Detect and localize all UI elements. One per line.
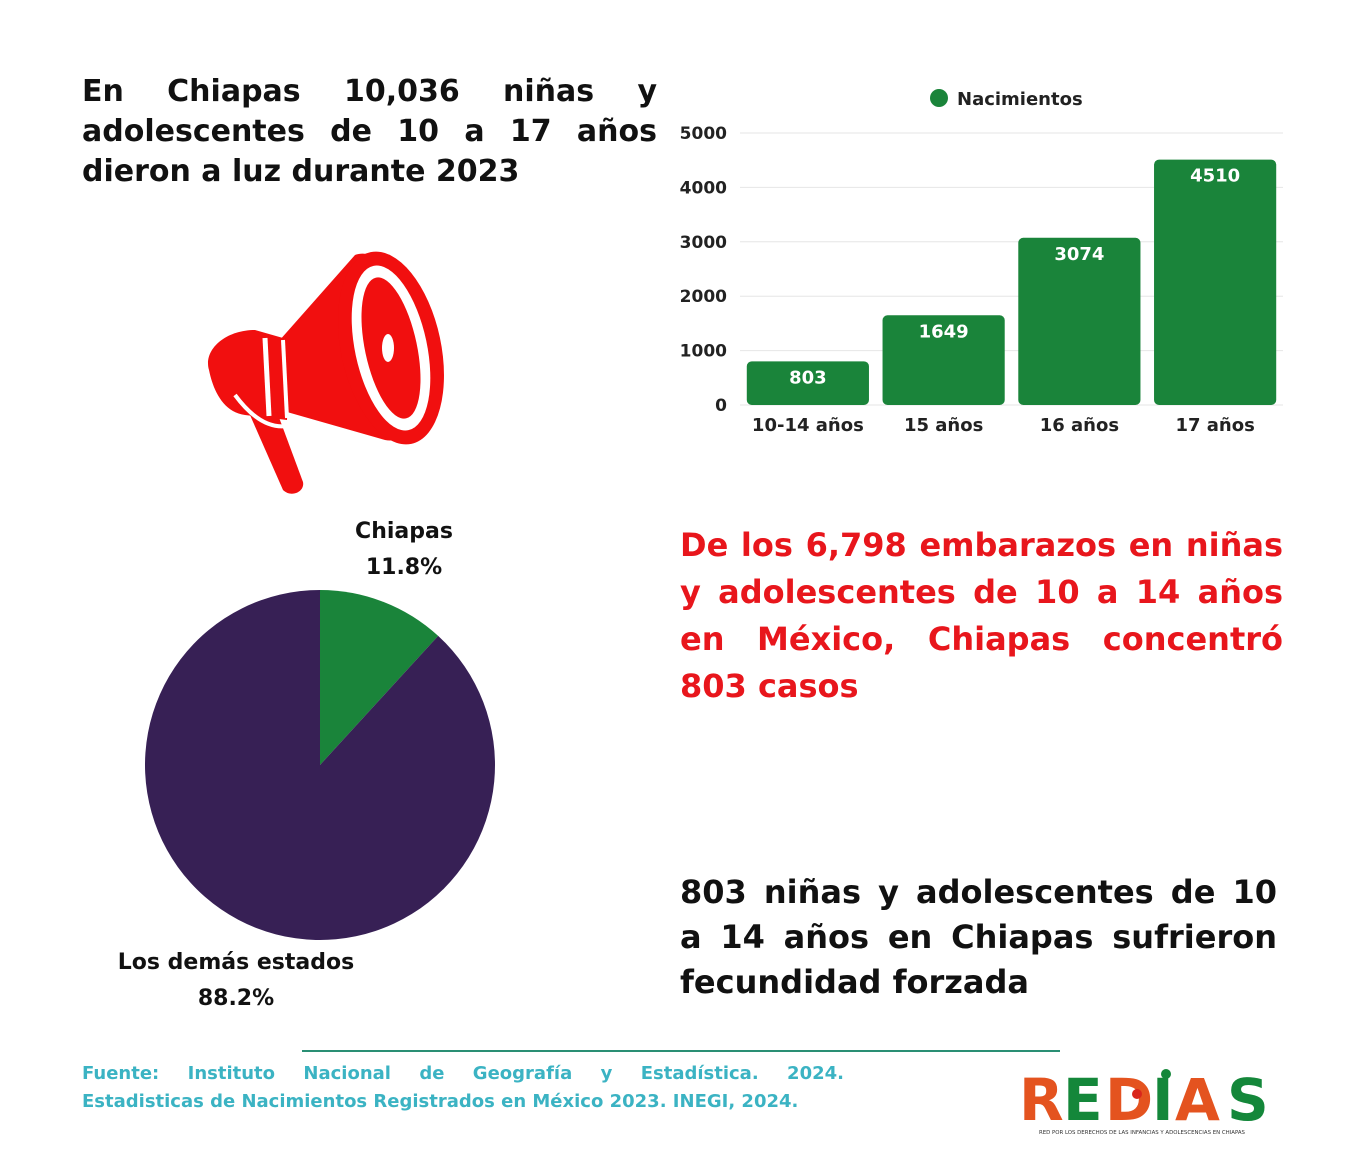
y-tick-label: 3000 — [680, 233, 727, 253]
y-tick-label: 4000 — [680, 178, 727, 198]
svg-text:A: A — [1175, 1066, 1220, 1134]
svg-text:I: I — [1152, 1066, 1174, 1134]
svg-text:S: S — [1227, 1066, 1269, 1134]
svg-text:E: E — [1063, 1066, 1103, 1134]
data-label: 3074 — [1054, 244, 1104, 265]
bar — [882, 315, 1005, 405]
legend: Nacimientos — [930, 89, 1083, 110]
pie-slice-label: Los demás estados — [117, 950, 355, 975]
bar — [746, 361, 869, 405]
bar — [1018, 237, 1141, 405]
red-statement: De los 6,798 embarazos en niñas y adoles… — [680, 526, 1283, 705]
source-line-2: Estadisticas de Nacimientos Registrados … — [82, 1091, 799, 1112]
x-tick-label: 10-14 años — [752, 415, 864, 436]
headline: En Chiapas 10,036 niñas y adolescentes d… — [82, 74, 657, 189]
source-citation: Fuente: Instituto Nacional de Geografía … — [82, 1060, 844, 1116]
data-label: 1649 — [919, 321, 969, 342]
black-statement: 803 niñas y adolescentes de 10 a 14 años… — [680, 873, 1277, 1001]
data-label: 4510 — [1190, 166, 1240, 187]
y-tick-label: 0 — [715, 396, 727, 416]
x-tick-label: 17 años — [1175, 415, 1254, 436]
pie-label-others: Los demás estados 88.2% — [100, 945, 372, 1017]
legend-label: Nacimientos — [957, 89, 1083, 110]
bar-chart: Nacimientos 0 1000 2000 3000 4000 5000 803 10-14… — [680, 89, 1283, 436]
pie-slice — [144, 590, 495, 940]
bar — [1154, 159, 1277, 405]
legend-marker — [930, 89, 948, 107]
x-tick-label: 15 años — [904, 415, 983, 436]
pie-chart — [144, 590, 495, 940]
data-label: 803 — [789, 367, 827, 388]
y-tick-label: 1000 — [680, 342, 727, 362]
svg-text:D: D — [1105, 1066, 1153, 1134]
svg-text:RED POR LOS DERECHOS DE LAS IN: RED POR LOS DERECHOS DE LAS INFANCIAS Y … — [1039, 1130, 1246, 1136]
pie-slice-value: 11.8% — [365, 555, 443, 580]
pie-label-chiapas: Chiapas 11.8% — [330, 514, 478, 586]
pie-slice — [320, 590, 439, 765]
pie-slice-label: Chiapas — [355, 519, 453, 544]
y-tick-label: 5000 — [680, 124, 727, 144]
y-tick-label: 2000 — [680, 287, 727, 307]
megaphone-icon — [208, 251, 444, 494]
svg-text:R: R — [1019, 1066, 1064, 1134]
source-line-1: Fuente: Instituto Nacional de Geografía … — [82, 1063, 844, 1084]
redias-logo: R E D I A S RED POR LOS DERECHOS DE LAS … — [1019, 1066, 1269, 1136]
divider — [302, 1050, 1060, 1052]
x-tick-label: 16 años — [1040, 415, 1119, 436]
pie-slice-value: 88.2% — [197, 986, 275, 1011]
